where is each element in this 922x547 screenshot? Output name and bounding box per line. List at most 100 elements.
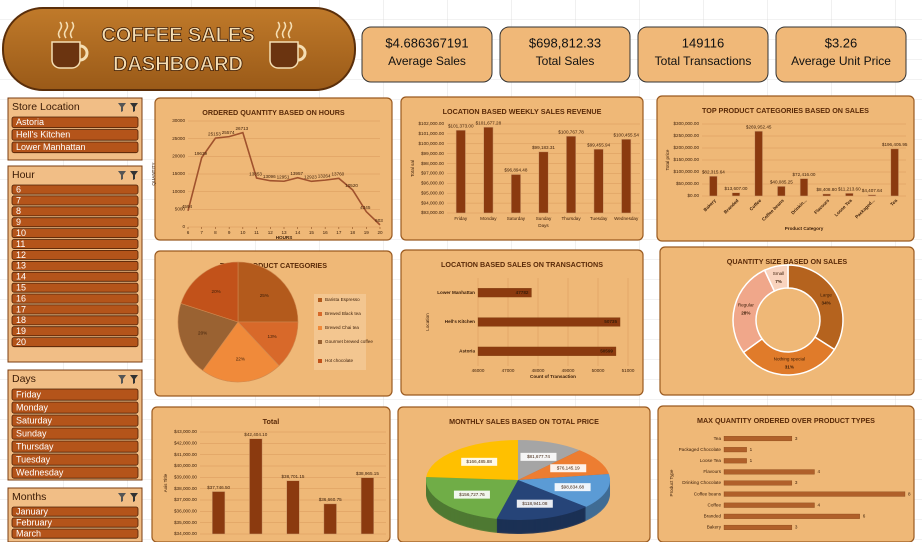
slicer-item[interactable]: [11, 228, 139, 239]
x-tick-label: 47000: [502, 368, 515, 373]
y-tick-label: 20000: [172, 154, 185, 159]
slicer-clear-icon[interactable]: [118, 171, 126, 180]
slicer-item[interactable]: [11, 506, 139, 517]
slicer-item[interactable]: [11, 116, 139, 129]
slicer-item[interactable]: [11, 239, 139, 250]
y-tick-label: Branded: [704, 514, 722, 519]
slicer-item-label: Thursday: [16, 441, 54, 451]
slicer-item[interactable]: [11, 388, 139, 401]
data-label: $269,952.45: [746, 124, 772, 129]
data-label: 1: [750, 447, 753, 452]
x-tick-label: 46000: [472, 368, 485, 373]
data-label-name: Small: [773, 271, 785, 276]
slicer-item[interactable]: [11, 217, 139, 228]
kpi-label: Total Sales: [536, 54, 595, 68]
data-label: $37,746.50: [207, 485, 230, 490]
slicer-item-label: Hell's Kitchen: [16, 130, 70, 140]
data-label: 6: [863, 514, 866, 519]
data-label: $76,145.19: [557, 465, 580, 470]
slicer-item[interactable]: [11, 293, 139, 304]
slicer-item[interactable]: [11, 466, 139, 479]
y-tick-label: $300,000.00: [673, 121, 699, 126]
x-tick-label: 19: [364, 230, 370, 235]
y-tick-label: $96,000.00: [421, 181, 444, 186]
data-label: 19639: [194, 151, 207, 156]
y-axis-title: Total sal: [410, 160, 415, 177]
y-tick-label: 25000: [172, 136, 185, 141]
slicer-multi-icon[interactable]: [130, 171, 138, 180]
slicer-item[interactable]: [11, 440, 139, 453]
x-axis-title: HOURS: [276, 235, 293, 240]
y-tick-label: $34,000.00: [174, 531, 197, 536]
kpi-value: 149116: [682, 35, 724, 50]
chart-panel: [656, 95, 915, 242]
x-tick-label: Saturday: [507, 216, 526, 221]
slicer-item[interactable]: [11, 401, 139, 414]
slicer-multi-icon[interactable]: [130, 375, 138, 384]
kpi-card: [361, 26, 493, 83]
slicer-item[interactable]: [11, 129, 139, 141]
slicer-item[interactable]: [11, 315, 139, 326]
slicer-item[interactable]: [11, 453, 139, 466]
x-tick-label: 17: [336, 230, 342, 235]
slicer-item[interactable]: [11, 517, 139, 528]
slicer-item[interactable]: [11, 195, 139, 206]
slicer-item[interactable]: [11, 184, 139, 195]
slicer-item[interactable]: [11, 141, 139, 154]
slicer-item[interactable]: [11, 249, 139, 260]
slicer-item[interactable]: [11, 337, 139, 348]
chart-title: ORDERED QUANTITY BASED ON HOURS: [202, 108, 345, 117]
kpi-label: Average Sales: [388, 54, 466, 68]
x-tick-label: 12: [268, 230, 274, 235]
slicer-item[interactable]: [11, 326, 139, 337]
bar: [754, 130, 763, 197]
x-tick-label: 16: [323, 230, 329, 235]
data-label: 20%: [212, 289, 221, 294]
legend-label: Brewed Black tea: [325, 311, 361, 316]
slicer-clear-icon[interactable]: [118, 103, 126, 112]
y-axis-title: Total price: [665, 149, 670, 170]
data-label-name: Large: [820, 292, 832, 297]
bar: [566, 135, 577, 214]
data-label: 12923: [304, 175, 317, 180]
slicer-item[interactable]: [11, 528, 139, 539]
slicer-item[interactable]: [11, 271, 139, 282]
slicer-item[interactable]: [11, 304, 139, 315]
data-label: 25574: [222, 130, 235, 135]
slicer-item-label: 8: [16, 206, 21, 216]
bar: [822, 193, 831, 197]
chart-title: QUANTITY SIZE BASED ON SALES: [727, 257, 848, 266]
pie-slice: [177, 303, 239, 371]
kpi-value: $3.26: [825, 35, 858, 50]
bar: [477, 288, 532, 298]
slicer-item-label: 14: [16, 272, 26, 282]
y-tick-label: Coffee: [708, 502, 722, 507]
slicer-multi-icon[interactable]: [130, 103, 138, 112]
slicer-item[interactable]: [11, 282, 139, 293]
slicer-clear-icon[interactable]: [118, 493, 126, 502]
data-label: $72,416.00: [793, 172, 816, 177]
y-tick-label: $200,000.00: [673, 145, 699, 150]
slicer-multi-icon[interactable]: [130, 493, 138, 502]
y-tick-label: $95,000.00: [421, 190, 444, 195]
y-tick-label: Tea: [714, 436, 722, 441]
slicer-clear-icon[interactable]: [118, 375, 126, 384]
y-tick-label: $40,000.00: [174, 463, 197, 468]
data-label: 4345: [360, 205, 371, 210]
slicer-item-label: 17: [16, 304, 26, 314]
slicer-item-label: Astoria: [16, 117, 44, 127]
y-axis-title: QUANTITY: [151, 162, 156, 185]
slicer-item-label: 13: [16, 261, 26, 271]
slicer-item[interactable]: [11, 206, 139, 217]
x-tick-label: 6: [187, 230, 190, 235]
slicer-item[interactable]: [11, 427, 139, 440]
slicer-item[interactable]: [11, 414, 139, 427]
data-label: $100,767.78: [558, 129, 584, 134]
y-tick-label: $93,000.00: [421, 210, 444, 215]
bar: [323, 503, 337, 535]
x-tick-label: Tea: [889, 198, 898, 207]
data-label: 7%: [775, 279, 782, 284]
slicer-item[interactable]: [11, 260, 139, 271]
y-tick-label: 30000: [172, 118, 185, 123]
y-tick-label: Loose Tea: [700, 458, 722, 463]
